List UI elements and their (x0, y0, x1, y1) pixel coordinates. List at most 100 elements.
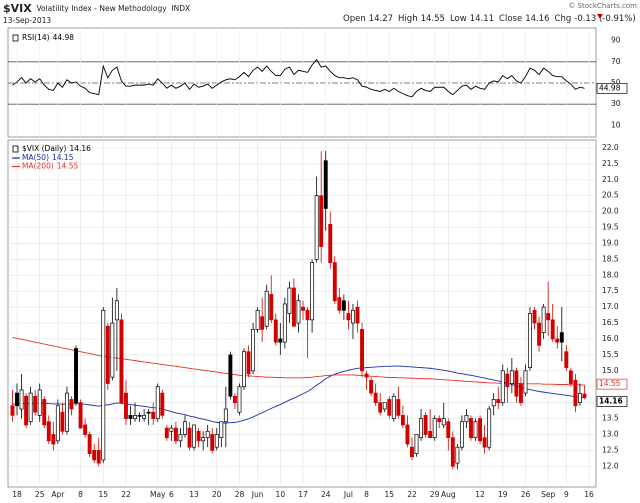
candle-body (19, 389, 24, 410)
candle-body (214, 434, 219, 448)
indicator-panel (7, 27, 597, 138)
candle-body (210, 434, 215, 451)
x-tick-label: 12 (475, 490, 485, 499)
candle-body (33, 395, 38, 413)
y-tick-label: 22.0 (602, 143, 619, 152)
candle-body (237, 386, 242, 413)
candle-body (146, 411, 151, 414)
down-arrow (597, 14, 603, 19)
price-panel (7, 139, 597, 488)
candle-body (46, 421, 51, 442)
x-tick-label: 24 (321, 490, 331, 499)
candle-body (133, 415, 137, 419)
candle-body (341, 300, 346, 311)
candle-body (518, 383, 523, 403)
candle-body (546, 313, 551, 321)
candle-body (496, 399, 501, 403)
x-tick-label: 29 (430, 490, 440, 499)
candle-body (469, 418, 473, 439)
candle-body (55, 405, 60, 442)
y-tick-label: 20.5 (602, 191, 619, 200)
candle-body (541, 306, 546, 333)
legend-value: 14.15 (52, 153, 74, 162)
candle-body (87, 434, 92, 454)
candle-body (114, 300, 119, 321)
y-tick-label: 19.0 (602, 238, 619, 247)
candle-body (346, 313, 351, 321)
quote: Open 14.27 High 14.55 Low 14.11 Close 14.16 Chg -… (343, 14, 636, 24)
x-tick-label: 19 (498, 490, 508, 499)
y-tick-label: 15.0 (602, 366, 619, 375)
candle-body (387, 399, 392, 416)
candle-body (137, 415, 142, 417)
price-legend: $VIX (Daily) 14.16 (22, 144, 91, 153)
candle-body (400, 415, 405, 426)
y-tick-label: 15.5 (602, 350, 619, 359)
y-tick-label: 21.0 (602, 175, 619, 184)
legend-name: $VIX (Daily) (22, 144, 67, 153)
candle-body (192, 424, 197, 448)
candle-body (42, 399, 47, 426)
candle-body (287, 287, 292, 314)
candle-body (559, 332, 564, 343)
labels: 12.012.513.013.514.014.515.015.516.016.5… (12, 33, 628, 499)
x-tick-label: 10 (276, 490, 286, 499)
moving-average-line (12, 365, 585, 424)
x-tick-label: Jul (343, 490, 353, 499)
candle-body (260, 316, 265, 330)
candle-body (201, 437, 206, 442)
y-tick-label: 12.0 (602, 461, 619, 470)
candle-body (10, 405, 15, 416)
chart-header: $VIX Volatility Index - New Methodology … (3, 2, 190, 15)
legend-value: 14.55 (57, 162, 79, 171)
candle-body (169, 427, 174, 432)
candle-body (432, 418, 437, 439)
candle-body (564, 351, 569, 368)
quote-value: 14.55 (421, 14, 445, 24)
candle-body (205, 430, 210, 439)
candle-body (64, 392, 69, 432)
candle-body (178, 434, 183, 442)
candle-body (105, 325, 110, 384)
candle-body (428, 430, 433, 439)
candle-body (291, 287, 296, 327)
x-tick-label: Jun (251, 490, 264, 499)
candle-body (155, 386, 160, 419)
x-tick-label: Aug (441, 490, 456, 499)
rsi-tick-label: 70 (611, 57, 621, 66)
x-tick-label: 15 (385, 490, 395, 499)
candle-body (328, 224, 333, 263)
candle-body (555, 338, 560, 343)
legend-value: 14.16 (69, 144, 91, 153)
ma-legend: MA(200) 14.55 (22, 162, 78, 171)
value-tag (596, 378, 628, 390)
candle-body (582, 393, 587, 398)
candle-body (69, 399, 74, 410)
symbol: $VIX (3, 2, 32, 15)
rsi-legend: RSI(14) 44.98 (22, 33, 74, 42)
x-tick-label: 16 (584, 490, 594, 499)
candle-body (360, 329, 364, 372)
candle-body (269, 294, 274, 321)
candle-body (323, 160, 328, 209)
x-tick-label: 26 (521, 490, 531, 499)
quote-value: 14.11 (470, 14, 494, 24)
y-tick-label: 13.0 (602, 429, 619, 438)
candle-body (246, 351, 251, 375)
y-tick-label: 18.0 (602, 270, 619, 279)
y-tick-label: 17.0 (602, 302, 619, 311)
candle-body (28, 392, 33, 423)
marks (10, 58, 587, 470)
candle-body (278, 338, 283, 343)
candle-body (391, 395, 396, 419)
quote-label: Chg (555, 14, 572, 24)
candle-body (219, 421, 224, 439)
candle-body (310, 262, 315, 321)
candle-body (437, 418, 442, 423)
candle-body (378, 402, 383, 413)
y-tick-label: 16.5 (602, 318, 619, 327)
x-tick-label: 9 (564, 490, 569, 499)
candle-body (296, 300, 301, 324)
rsi-tick-label: 90 (611, 36, 621, 45)
